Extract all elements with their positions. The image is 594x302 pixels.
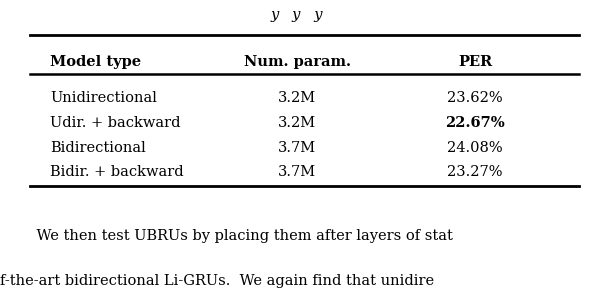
Text: 23.27%: 23.27% bbox=[447, 165, 503, 179]
Text: 3.7M: 3.7M bbox=[278, 165, 316, 179]
Text: 24.08%: 24.08% bbox=[447, 141, 503, 155]
Text: Bidirectional: Bidirectional bbox=[50, 141, 146, 155]
Text: Unidirectional: Unidirectional bbox=[50, 91, 157, 105]
Text: PER: PER bbox=[458, 55, 492, 69]
Text: y   y   y: y y y bbox=[271, 8, 323, 21]
Text: 3.2M: 3.2M bbox=[278, 116, 316, 130]
Text: Num. param.: Num. param. bbox=[244, 55, 350, 69]
Text: 3.7M: 3.7M bbox=[278, 141, 316, 155]
Text: 23.62%: 23.62% bbox=[447, 91, 503, 105]
Text: 3.2M: 3.2M bbox=[278, 91, 316, 105]
Text: Model type: Model type bbox=[50, 55, 141, 69]
Text: f-the-art bidirectional Li-GRUs.  We again find that unidire: f-the-art bidirectional Li-GRUs. We agai… bbox=[0, 274, 434, 288]
Text: We then test UBRUs by placing them after layers of stat: We then test UBRUs by placing them after… bbox=[18, 229, 453, 243]
Text: Udir. + backward: Udir. + backward bbox=[50, 116, 181, 130]
Text: 22.67%: 22.67% bbox=[446, 116, 505, 130]
Text: Bidir. + backward: Bidir. + backward bbox=[50, 165, 184, 179]
